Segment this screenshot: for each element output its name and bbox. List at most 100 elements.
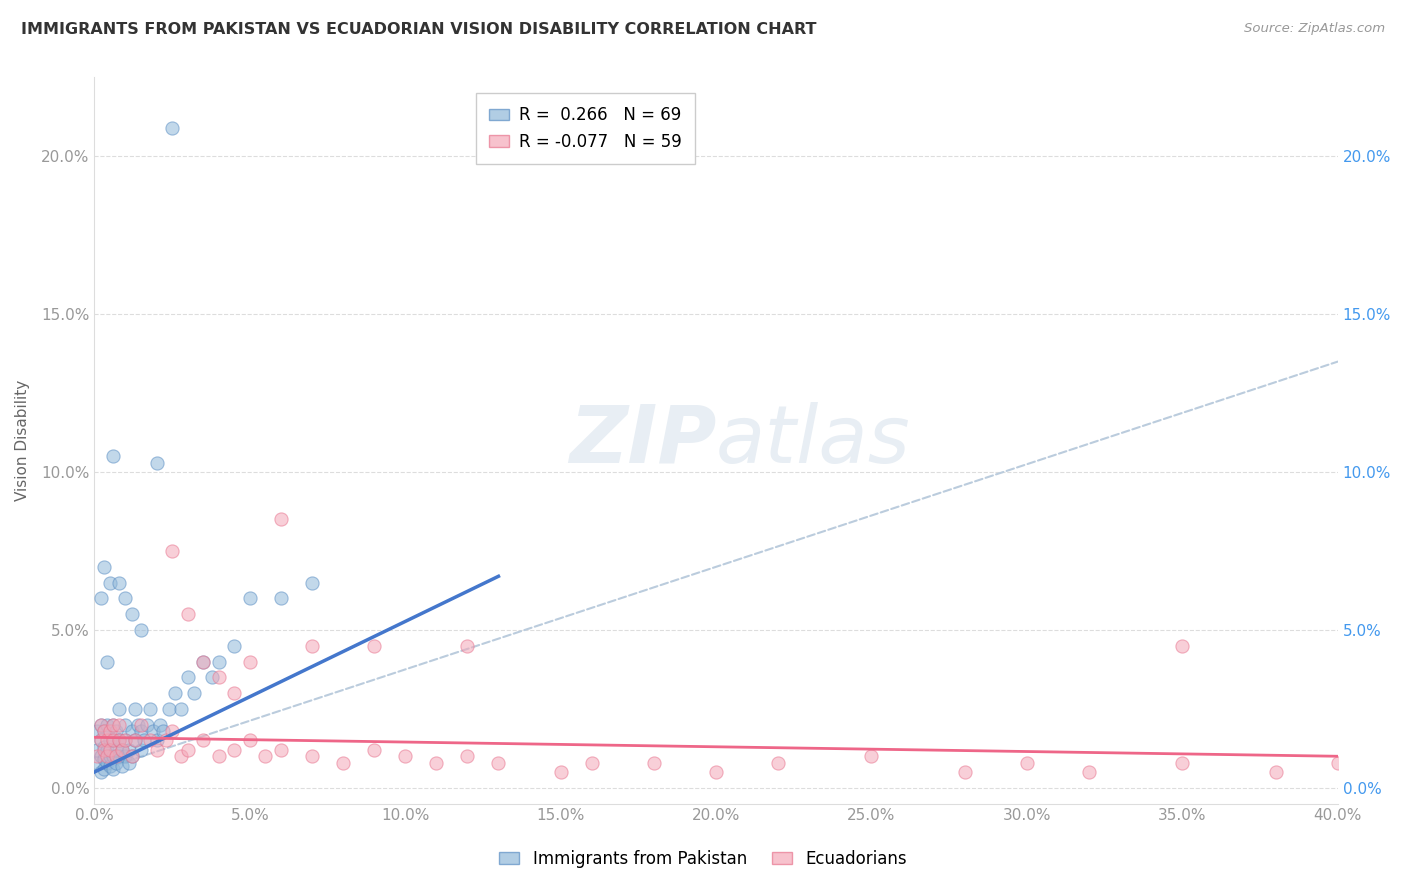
Point xyxy=(425,756,447,770)
Point xyxy=(224,743,246,757)
Point xyxy=(142,724,165,739)
Point xyxy=(86,724,108,739)
Point xyxy=(117,756,139,770)
Point xyxy=(98,733,121,747)
Point xyxy=(170,749,193,764)
Point xyxy=(98,758,121,772)
Point xyxy=(768,756,790,770)
Text: IMMIGRANTS FROM PAKISTAN VS ECUADORIAN VISION DISABILITY CORRELATION CHART: IMMIGRANTS FROM PAKISTAN VS ECUADORIAN V… xyxy=(21,22,817,37)
Point xyxy=(90,717,112,731)
Point xyxy=(953,765,976,780)
Point xyxy=(488,756,510,770)
Point xyxy=(124,702,146,716)
Text: Source: ZipAtlas.com: Source: ZipAtlas.com xyxy=(1244,22,1385,36)
Point xyxy=(363,743,385,757)
Point xyxy=(93,724,115,739)
Point xyxy=(121,607,143,622)
Point xyxy=(114,749,136,764)
Point xyxy=(105,743,128,757)
Point xyxy=(93,762,115,776)
Text: ZIP: ZIP xyxy=(568,401,716,480)
Point xyxy=(145,456,167,470)
Point xyxy=(1015,756,1038,770)
Point xyxy=(108,733,131,747)
Point xyxy=(239,591,262,606)
Point xyxy=(152,724,174,739)
Point xyxy=(129,717,152,731)
Point xyxy=(145,743,167,757)
Point xyxy=(170,702,193,716)
Point xyxy=(183,686,205,700)
Point xyxy=(105,756,128,770)
Point xyxy=(101,733,124,747)
Point xyxy=(145,733,167,747)
Point xyxy=(96,733,118,747)
Point xyxy=(90,765,112,780)
Point xyxy=(108,702,131,716)
Point xyxy=(101,733,124,747)
Point xyxy=(90,749,112,764)
Point xyxy=(201,670,224,684)
Point xyxy=(239,655,262,669)
Point xyxy=(176,743,198,757)
Point xyxy=(155,733,177,747)
Point xyxy=(1171,756,1194,770)
Point xyxy=(86,743,108,757)
Point xyxy=(208,655,231,669)
Point xyxy=(105,724,128,739)
Point xyxy=(224,639,246,653)
Point xyxy=(86,749,108,764)
Point xyxy=(121,749,143,764)
Point xyxy=(239,733,262,747)
Point xyxy=(127,717,149,731)
Point xyxy=(456,749,478,764)
Point xyxy=(157,702,180,716)
Point xyxy=(108,575,131,590)
Point xyxy=(121,724,143,739)
Point xyxy=(101,762,124,776)
Point xyxy=(98,743,121,757)
Point xyxy=(139,702,162,716)
Legend: R =  0.266   N = 69, R = -0.077   N = 59: R = 0.266 N = 69, R = -0.077 N = 59 xyxy=(475,93,695,164)
Point xyxy=(149,717,172,731)
Point xyxy=(96,749,118,764)
Point xyxy=(191,655,214,669)
Point xyxy=(129,623,152,637)
Point xyxy=(208,749,231,764)
Point xyxy=(105,749,128,764)
Point xyxy=(136,717,159,731)
Point xyxy=(129,724,152,739)
Point xyxy=(176,670,198,684)
Point xyxy=(96,743,118,757)
Point xyxy=(332,756,354,770)
Point xyxy=(114,591,136,606)
Point xyxy=(90,733,112,747)
Point xyxy=(301,639,323,653)
Point xyxy=(90,591,112,606)
Point xyxy=(93,559,115,574)
Point xyxy=(101,717,124,731)
Point xyxy=(176,607,198,622)
Point xyxy=(160,544,183,558)
Point xyxy=(114,717,136,731)
Point xyxy=(301,575,323,590)
Point xyxy=(208,670,231,684)
Text: atlas: atlas xyxy=(716,401,911,480)
Point xyxy=(101,749,124,764)
Point xyxy=(160,724,183,739)
Point xyxy=(456,639,478,653)
Point xyxy=(224,686,246,700)
Point xyxy=(90,733,112,747)
Point xyxy=(129,743,152,757)
Point xyxy=(643,756,665,770)
Point xyxy=(93,739,115,754)
Y-axis label: Vision Disability: Vision Disability xyxy=(15,380,30,501)
Point xyxy=(1264,765,1286,780)
Point xyxy=(132,733,155,747)
Point xyxy=(1171,639,1194,653)
Point xyxy=(270,512,292,526)
Point xyxy=(1326,756,1348,770)
Point xyxy=(108,749,131,764)
Point xyxy=(363,639,385,653)
Point xyxy=(96,655,118,669)
